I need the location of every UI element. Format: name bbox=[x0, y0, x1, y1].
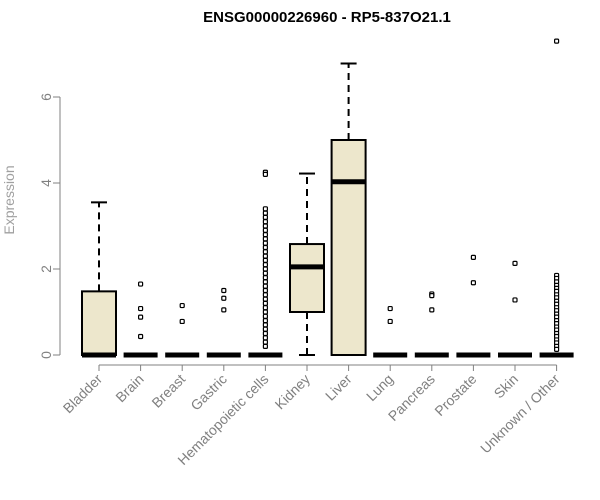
box-body bbox=[81, 290, 117, 356]
outlier-point bbox=[262, 257, 268, 263]
outlier-point bbox=[262, 249, 268, 255]
box-bladder bbox=[81, 201, 117, 358]
outlier-point bbox=[221, 295, 227, 301]
outlier-point bbox=[262, 287, 268, 294]
outlier-point bbox=[470, 254, 476, 260]
outlier-point bbox=[262, 210, 268, 216]
box-body bbox=[330, 139, 367, 356]
outlier-point bbox=[262, 214, 268, 220]
outlier-point bbox=[262, 283, 268, 289]
outlier-point bbox=[262, 171, 268, 177]
outlier-point bbox=[553, 38, 560, 44]
outlier-point bbox=[262, 322, 268, 328]
outlier-point bbox=[553, 346, 560, 353]
x-tick-label: Skin bbox=[491, 371, 522, 402]
x-tick-label: Liver bbox=[322, 371, 355, 404]
outlier-point bbox=[262, 244, 268, 251]
outlier-point bbox=[429, 293, 435, 299]
plot-area bbox=[81, 38, 574, 358]
box-breast bbox=[165, 302, 200, 358]
outlier-point bbox=[387, 305, 393, 312]
outlier-point bbox=[262, 326, 268, 332]
outlier-point bbox=[512, 260, 518, 267]
x-tick-label: Bladder bbox=[60, 371, 106, 417]
outlier-point bbox=[262, 270, 268, 276]
outlier-point bbox=[387, 318, 393, 325]
outlier-point bbox=[470, 280, 476, 286]
y-axis-label: Expression bbox=[1, 165, 17, 234]
outlier-point bbox=[262, 343, 268, 349]
box-gastric bbox=[206, 287, 241, 358]
outlier-point bbox=[138, 333, 144, 340]
outlier-point bbox=[262, 223, 268, 229]
outlier-point bbox=[221, 287, 227, 294]
outlier-point bbox=[262, 236, 268, 242]
x-tick-label: Brain bbox=[112, 371, 146, 405]
y-tick-label: 6 bbox=[38, 93, 54, 101]
outlier-point bbox=[262, 227, 268, 233]
outlier-point bbox=[262, 292, 268, 298]
outlier-point bbox=[262, 253, 268, 259]
box-unknown-other bbox=[539, 38, 574, 358]
outlier-point bbox=[262, 279, 268, 285]
chart-title: ENSG00000226960 - RP5-837O21.1 bbox=[203, 9, 451, 26]
outlier-point bbox=[262, 330, 268, 337]
box-lung bbox=[373, 305, 408, 358]
outlier-point bbox=[262, 206, 268, 212]
outlier-point bbox=[179, 302, 185, 309]
outlier-point bbox=[262, 262, 268, 268]
y-tick-label: 2 bbox=[38, 265, 54, 273]
x-tick-label: Prostate bbox=[431, 371, 479, 419]
outlier-point bbox=[179, 318, 185, 325]
x-tick-label: Kidney bbox=[272, 371, 314, 413]
box-hematopoietic-cells bbox=[248, 169, 283, 358]
box-pancreas bbox=[414, 291, 449, 358]
outlier-point bbox=[262, 318, 268, 324]
x-tick-label: Lung bbox=[363, 371, 396, 404]
outlier-point bbox=[262, 335, 268, 341]
outlier-point bbox=[138, 314, 144, 320]
box-brain bbox=[123, 281, 158, 358]
outlier-point bbox=[262, 309, 268, 315]
y-tick-label: 4 bbox=[38, 179, 54, 187]
outlier-point bbox=[262, 275, 268, 281]
outlier-point bbox=[429, 307, 435, 313]
outlier-point bbox=[262, 240, 268, 246]
outlier-point bbox=[262, 266, 268, 272]
box-skin bbox=[498, 260, 532, 358]
outlier-point bbox=[262, 232, 268, 238]
outlier-point bbox=[138, 305, 144, 312]
box-liver bbox=[330, 62, 367, 356]
outlier-point bbox=[512, 297, 518, 303]
outlier-point bbox=[262, 305, 268, 311]
outlier-point bbox=[262, 313, 268, 319]
outlier-point bbox=[262, 219, 268, 225]
x-tick-label: Unknown / Other bbox=[477, 371, 563, 457]
box-body bbox=[289, 243, 325, 313]
outlier-point bbox=[221, 307, 227, 313]
box-prostate bbox=[456, 254, 491, 358]
outlier-point bbox=[138, 281, 144, 287]
y-tick-label: 0 bbox=[38, 351, 54, 359]
y-axis: 0 2 4 6 bbox=[38, 93, 61, 359]
outlier-point bbox=[262, 339, 268, 345]
outlier-point bbox=[262, 300, 268, 306]
box-kidney bbox=[289, 172, 325, 356]
x-tick-label: Breast bbox=[148, 371, 188, 411]
outlier-point bbox=[262, 296, 268, 302]
